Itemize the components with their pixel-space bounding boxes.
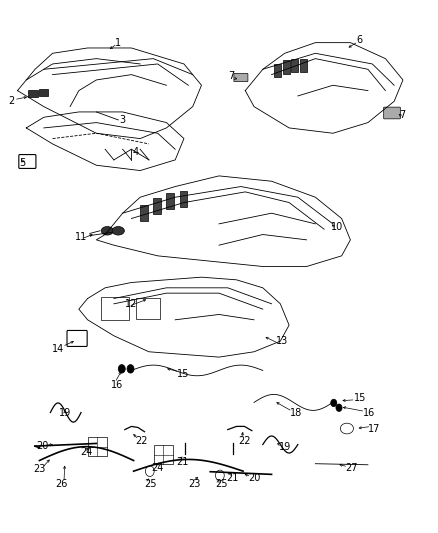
Text: 10: 10 [331, 222, 343, 231]
Bar [180, 191, 187, 207]
Text: 6: 6 [356, 35, 362, 45]
Text: 23: 23 [33, 464, 46, 474]
Bar [88, 437, 107, 456]
Text: 3: 3 [120, 115, 126, 125]
Text: 1: 1 [115, 38, 121, 47]
Ellipse shape [112, 227, 124, 235]
Text: 4: 4 [133, 147, 139, 157]
Bar [140, 205, 148, 221]
Text: 7: 7 [228, 71, 234, 81]
Text: 14: 14 [52, 344, 64, 354]
Text: 27: 27 [345, 463, 357, 473]
Circle shape [127, 365, 134, 373]
Bar [166, 193, 174, 209]
Text: 5: 5 [19, 158, 25, 167]
Text: 19: 19 [59, 408, 71, 418]
Text: 22: 22 [135, 437, 147, 446]
Text: 21: 21 [176, 457, 188, 467]
Bar [300, 59, 307, 72]
Bar [153, 198, 161, 214]
Text: 13: 13 [276, 336, 289, 346]
Text: 25: 25 [215, 479, 227, 489]
Bar [154, 445, 173, 464]
Text: 20: 20 [37, 441, 49, 451]
Text: 17: 17 [368, 424, 381, 433]
Text: 24: 24 [81, 447, 93, 457]
Text: 26: 26 [55, 479, 67, 489]
Text: 15: 15 [177, 369, 189, 379]
FancyBboxPatch shape [67, 330, 87, 346]
Bar [283, 60, 290, 74]
Text: 12: 12 [125, 299, 138, 309]
Bar [291, 59, 298, 72]
Text: 19: 19 [279, 442, 291, 451]
Bar [136, 298, 160, 319]
Circle shape [145, 466, 154, 477]
Bar [101, 297, 129, 320]
Text: 11: 11 [75, 232, 87, 242]
Text: 7: 7 [399, 110, 405, 119]
Bar [39, 89, 48, 96]
Text: 16: 16 [363, 408, 375, 418]
Circle shape [215, 470, 224, 481]
Text: 16: 16 [111, 380, 124, 390]
Ellipse shape [340, 423, 353, 434]
Text: 18: 18 [290, 408, 302, 418]
FancyBboxPatch shape [19, 155, 36, 168]
Bar [28, 90, 38, 97]
FancyBboxPatch shape [234, 74, 248, 82]
Text: 22: 22 [238, 437, 251, 446]
Text: 15: 15 [354, 393, 366, 403]
Text: 24: 24 [152, 463, 164, 473]
FancyBboxPatch shape [384, 107, 400, 119]
Text: 25: 25 [145, 479, 157, 489]
Text: 2: 2 [8, 96, 14, 106]
Circle shape [331, 399, 337, 407]
Circle shape [118, 365, 125, 373]
Circle shape [336, 404, 342, 411]
Text: 21: 21 [226, 473, 238, 483]
Ellipse shape [101, 227, 113, 235]
Bar [274, 64, 281, 77]
Text: 23: 23 [188, 479, 201, 489]
Text: 20: 20 [249, 473, 261, 483]
